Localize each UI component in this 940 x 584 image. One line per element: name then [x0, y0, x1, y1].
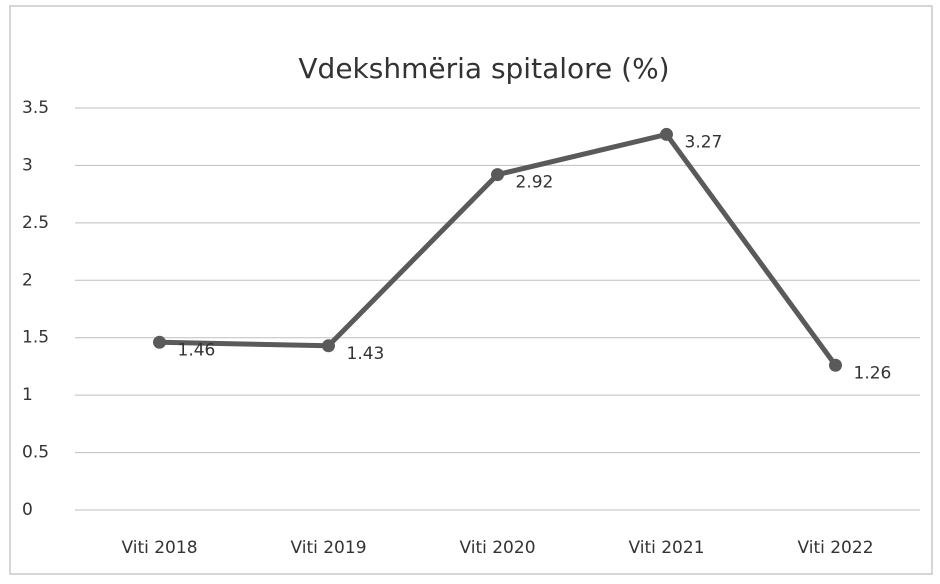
data-label: 2.92	[516, 173, 554, 193]
data-label: 3.27	[685, 132, 723, 152]
data-point	[829, 358, 842, 372]
data-point	[491, 168, 504, 182]
x-tick-label: Viti 2020	[459, 538, 535, 558]
data-label: 1.43	[347, 344, 385, 364]
data-label: 1.46	[178, 340, 216, 360]
data-point	[153, 335, 166, 349]
y-tick-label: 2.5	[22, 213, 49, 233]
data-point	[660, 127, 673, 141]
x-tick-label: Viti 2021	[628, 538, 704, 558]
y-tick-label: 1.5	[22, 328, 49, 348]
y-tick-label: 0	[22, 500, 33, 520]
data-label: 1.26	[854, 363, 892, 383]
x-tick-label: Viti 2019	[290, 538, 366, 558]
y-tick-label: 2	[22, 270, 33, 290]
y-tick-label: 3	[22, 155, 33, 175]
y-tick-label: 0.5	[22, 443, 49, 463]
x-tick-label: Viti 2022	[797, 538, 873, 558]
y-tick-label: 3.5	[22, 98, 49, 118]
chart-title: Vdekshmëria spitalore (%)	[298, 52, 669, 85]
y-tick-label: 1	[22, 385, 33, 405]
chart-frame	[9, 5, 933, 575]
data-point	[322, 339, 335, 353]
x-tick-label: Viti 2018	[121, 538, 197, 558]
